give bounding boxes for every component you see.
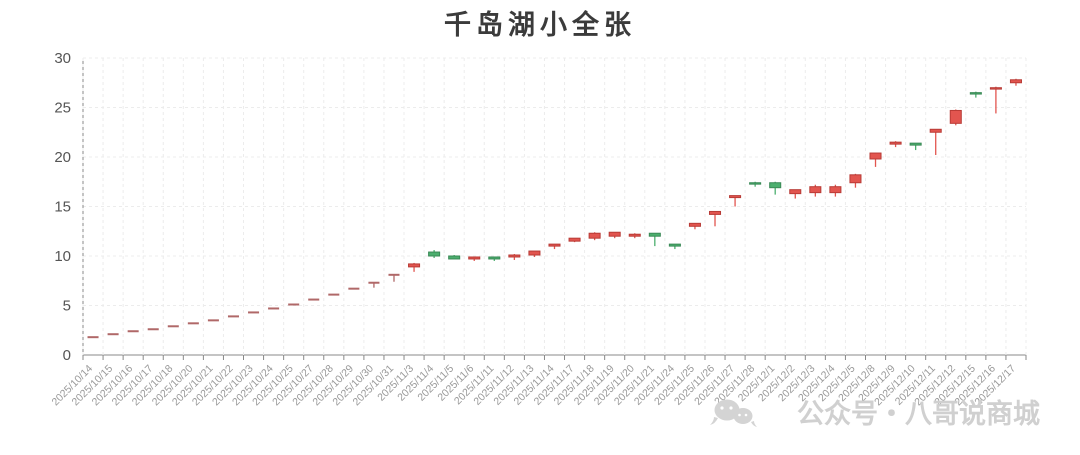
svg-text:5: 5 (63, 298, 71, 315)
svg-text:0: 0 (63, 347, 71, 364)
svg-text:公众号・八哥说商城: 公众号・八哥说商城 (797, 399, 1040, 429)
svg-text:15: 15 (54, 199, 71, 216)
svg-text:10: 10 (54, 248, 71, 265)
svg-text:20: 20 (54, 149, 71, 166)
svg-text:25: 25 (54, 100, 71, 117)
svg-text:30: 30 (54, 50, 71, 67)
